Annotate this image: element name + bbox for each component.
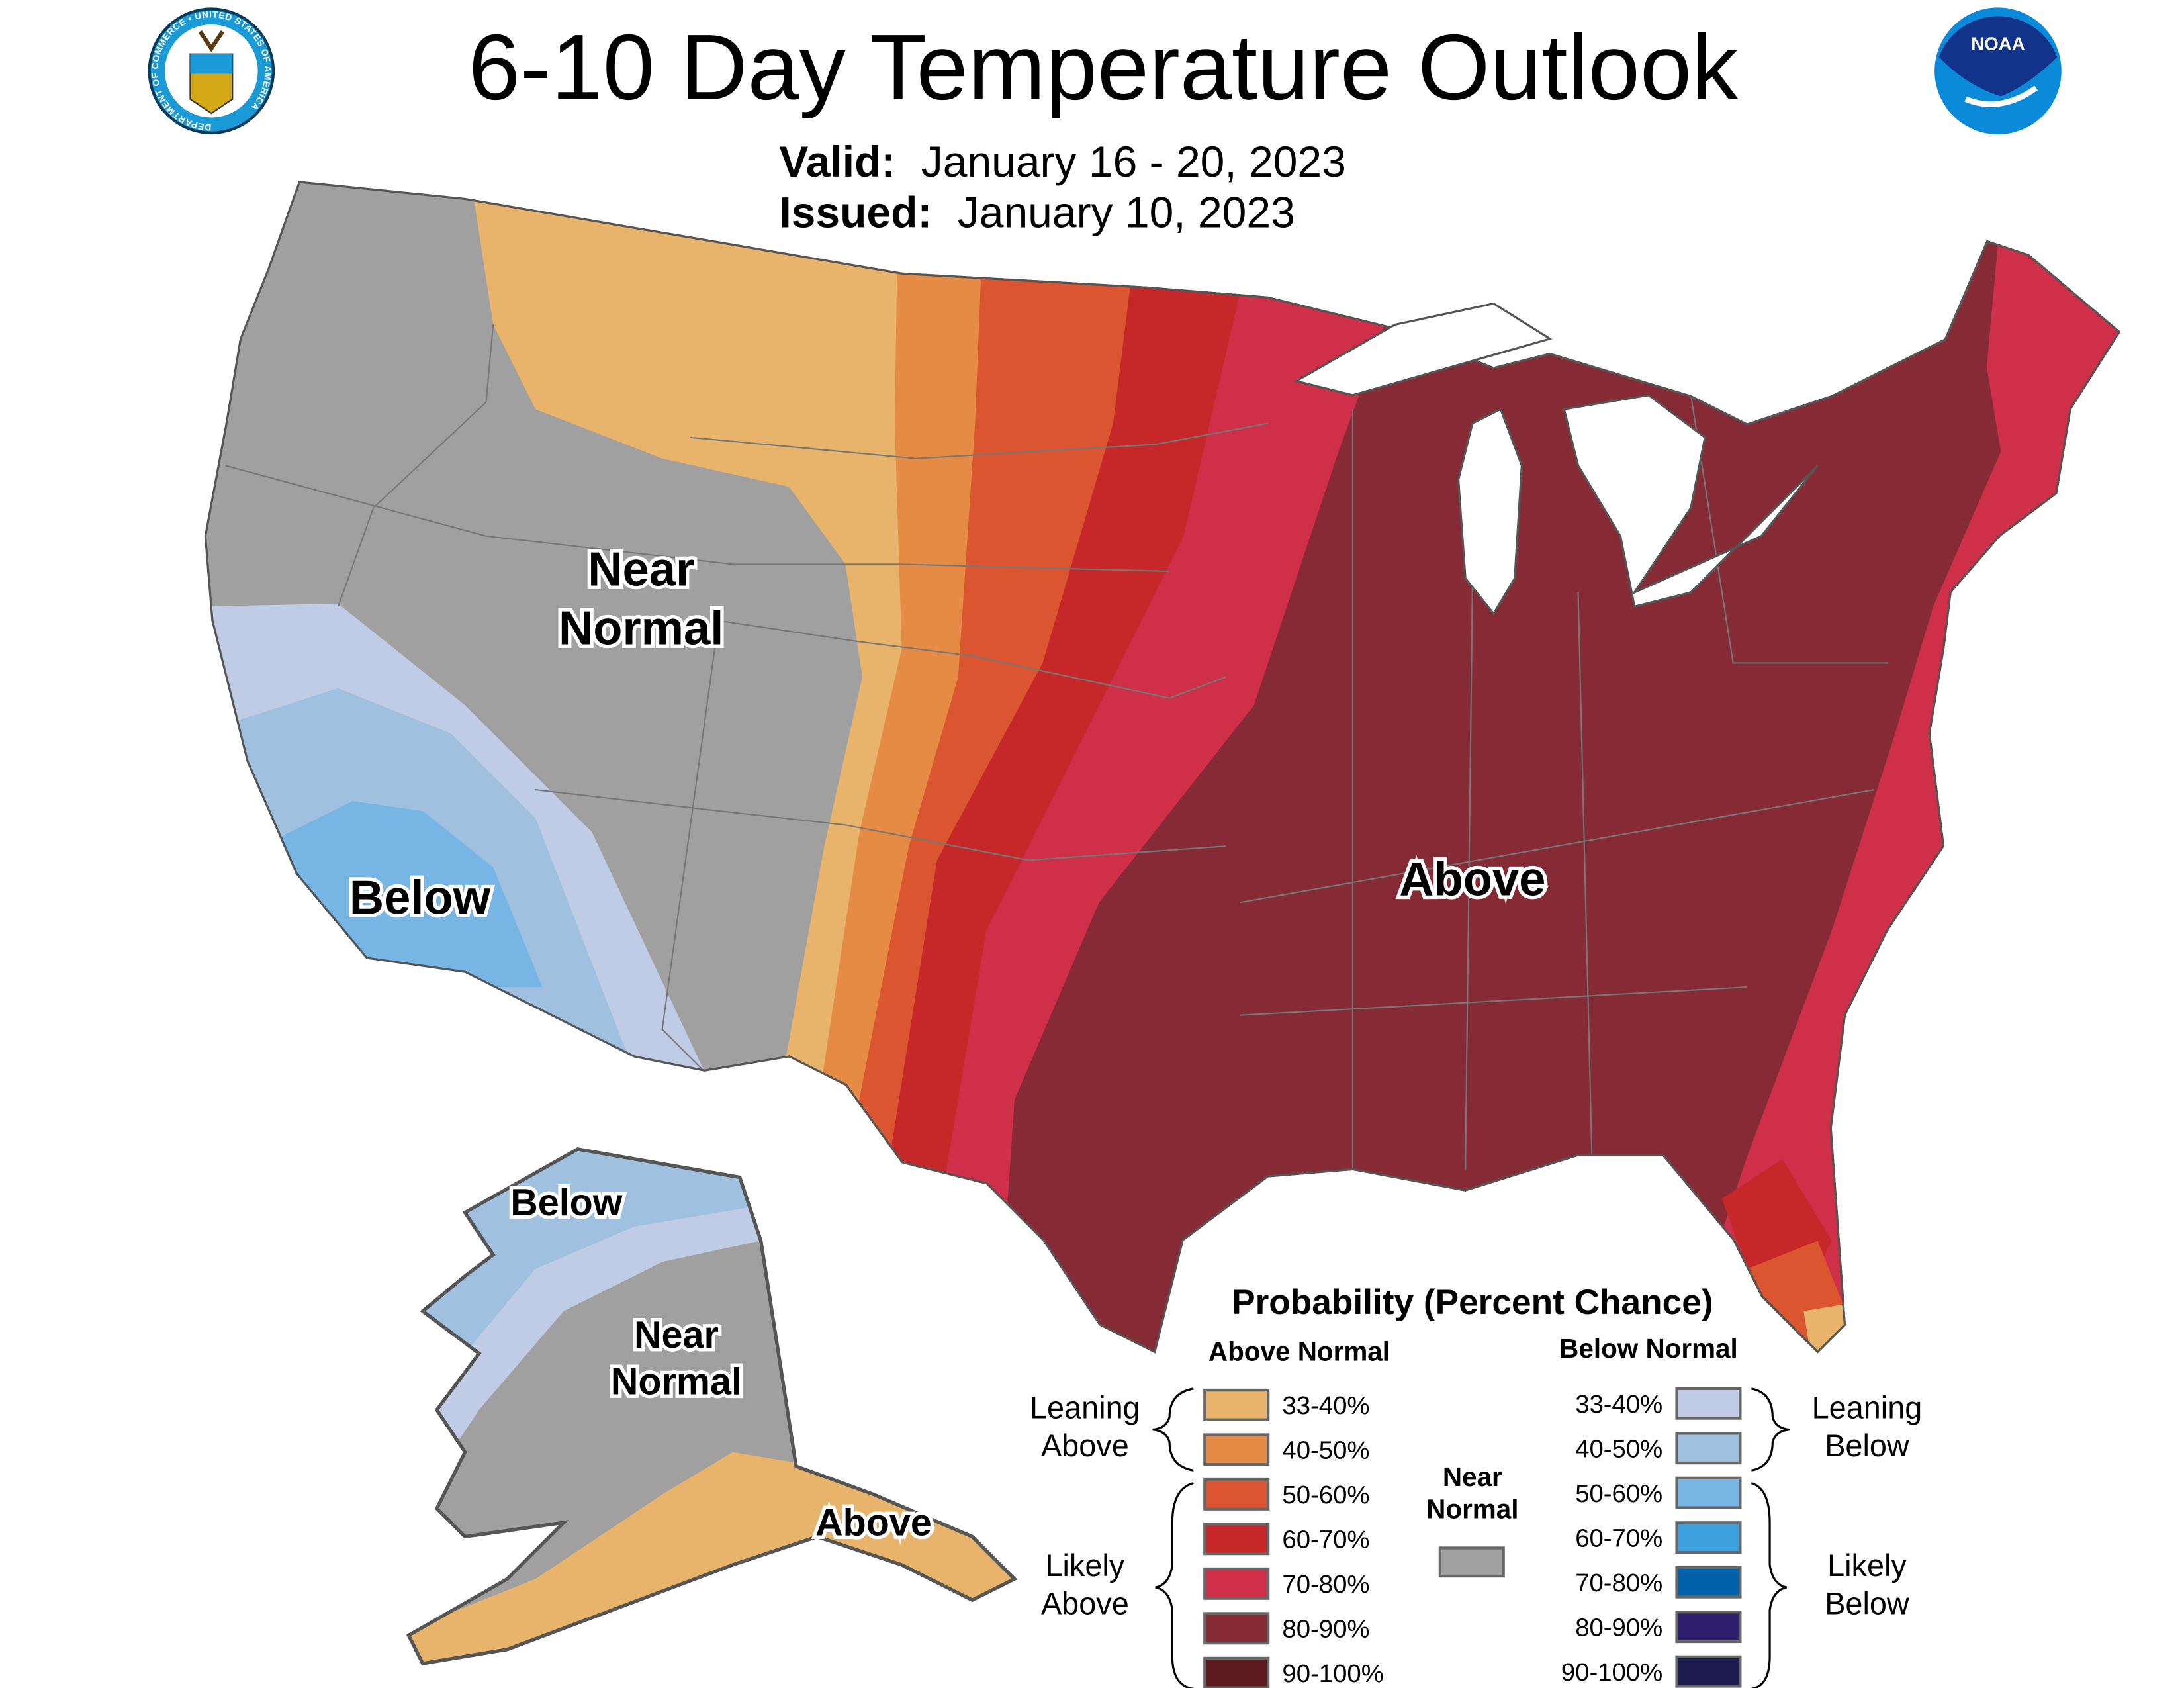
alaska-outline: [406, 1147, 1018, 1665]
legend-label-above-0: 33-40%: [1282, 1391, 1369, 1420]
legend-swatch-below-2: [1675, 1476, 1742, 1509]
likely-above-label-line2: Above: [1041, 1587, 1129, 1621]
likely-below-label-line1: Likely: [1827, 1548, 1907, 1583]
issued-value: January 10, 2023: [958, 188, 1295, 237]
legend-swatch-below-6: [1675, 1655, 1742, 1688]
legend-above-entries: 33-40% 40-50% 50-60% 60-70% 70-80% 80-90% 90-1…: [1203, 1388, 1384, 1688]
great-lakes-michigan: [1457, 407, 1523, 616]
near-normal-label-line1: Near: [1443, 1462, 1502, 1492]
legend-swatch-above-3: [1203, 1523, 1270, 1556]
valid-line: Valid: January 16 - 20, 2023: [779, 137, 1346, 186]
leaning-below-label-line1: Leaning: [1812, 1391, 1923, 1425]
legend-label-above-3: 60-70%: [1282, 1526, 1369, 1554]
legend-label-above-1: 40-50%: [1282, 1436, 1369, 1465]
legend-swatch-above-2: [1203, 1477, 1270, 1511]
alaska-near-normal-label-line1: Near: [634, 1314, 719, 1356]
issued-label: Issued:: [779, 188, 932, 237]
legend-swatch-below-0: [1675, 1387, 1742, 1420]
legend-swatch-above-6: [1203, 1656, 1270, 1688]
legend-swatch-above-1: [1203, 1433, 1270, 1466]
leaning-below-label-line2: Below: [1825, 1429, 1909, 1463]
legend-label-below-2: 50-60%: [1575, 1479, 1662, 1508]
great-lakes-huron-erie: [1563, 394, 1819, 608]
legend-label-above-2: 50-60%: [1282, 1481, 1369, 1509]
likely-above-label-line1: Likely: [1045, 1548, 1124, 1583]
conus-below-label: Below: [349, 870, 491, 924]
legend-label-above-4: 70-80%: [1282, 1570, 1369, 1599]
alaska-near-normal-label-line2: Normal: [611, 1360, 742, 1403]
legend-above-header: Above Normal: [1208, 1336, 1390, 1366]
legend-swatch-below-3: [1675, 1521, 1742, 1554]
legend-title: Probability (Percent Chance): [1232, 1283, 1713, 1322]
conus-above-label: Above: [1399, 853, 1545, 906]
above-60-70-florida-region: [1721, 1158, 1832, 1269]
legend-label-below-4: 70-80%: [1575, 1569, 1662, 1597]
legend-swatch-above-0: [1203, 1388, 1270, 1421]
issued-line: Issued: January 10, 2023: [779, 188, 1295, 237]
legend: Probability (Percent Chance) Above Norma…: [1030, 1283, 1922, 1688]
legend-label-above-6: 90-100%: [1282, 1660, 1383, 1688]
legend-swatch-above-5: [1203, 1612, 1270, 1645]
alaska-above-label: Above: [815, 1501, 932, 1544]
legend-label-above-5: 80-90%: [1282, 1615, 1369, 1644]
valid-label: Valid:: [779, 137, 895, 186]
near-normal-label-line2: Normal: [1426, 1494, 1518, 1524]
legend-braces: [1152, 1387, 1790, 1688]
legend-swatch-below-1: [1675, 1432, 1742, 1465]
legend-label-below-1: 40-50%: [1575, 1435, 1662, 1464]
legend-swatch-below-5: [1675, 1611, 1742, 1644]
conus-near-normal-label-line2: Normal: [559, 602, 723, 655]
likely-below-label-line2: Below: [1825, 1587, 1909, 1621]
leaning-above-label-line2: Above: [1041, 1429, 1129, 1463]
legend-label-below-6: 90-100%: [1561, 1658, 1662, 1687]
state-boundaries: [225, 324, 1888, 1170]
leaning-above-label-line1: Leaning: [1030, 1391, 1140, 1425]
alaska-below-label: Below: [510, 1182, 623, 1224]
legend-label-below-3: 60-70%: [1575, 1524, 1662, 1553]
great-lakes-superior: [1293, 302, 1553, 397]
legend-below-entries: 33-40% 40-50% 50-60% 60-70% 70-80% 80-90% 90-1…: [1561, 1387, 1742, 1688]
above-80-90-region: [993, 212, 2001, 1354]
valid-value: January 16 - 20, 2023: [921, 137, 1346, 186]
legend-label-below-5: 80-90%: [1575, 1614, 1662, 1642]
noaa-logo-text: NOAA: [1971, 33, 2025, 54]
doc-seal-logo: DEPARTMENT OF COMMERCE • UNITED STATES O…: [148, 7, 275, 135]
legend-label-below-0: 33-40%: [1575, 1390, 1662, 1419]
legend-below-header: Below Normal: [1559, 1333, 1738, 1364]
legend-swatch-above-4: [1203, 1567, 1270, 1600]
noaa-logo: NOAA: [1934, 7, 2062, 135]
map-title: 6-10 Day Temperature Outlook: [469, 15, 1739, 119]
legend-swatch-below-4: [1675, 1566, 1742, 1599]
near-normal-swatch: [1438, 1546, 1505, 1578]
conus-near-normal-label-line1: Near: [588, 542, 694, 596]
